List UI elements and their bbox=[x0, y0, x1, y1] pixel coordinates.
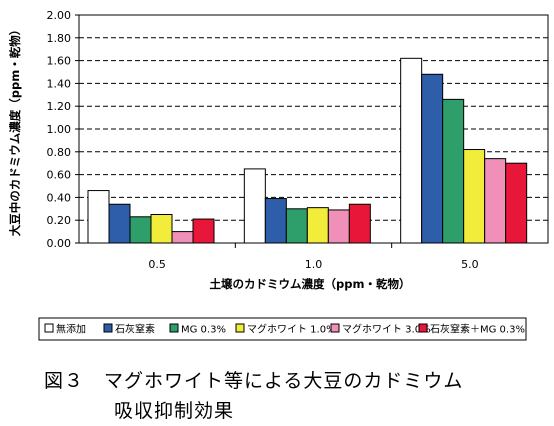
bar bbox=[129, 216, 152, 244]
y-tick-label: 1.80 bbox=[47, 32, 72, 45]
bar bbox=[463, 149, 486, 244]
figure-caption: 図３ マグホワイト等による大豆のカドミウム 吸収抑制効果 bbox=[44, 366, 544, 426]
bar-chart: 0.00 0.20 0.40 0.60 0.80 1.00 1.20 1.40 1.60 1.80… bbox=[8, 9, 549, 341]
axes bbox=[75, 14, 549, 248]
bar bbox=[171, 231, 194, 244]
bar bbox=[285, 208, 308, 244]
legend-swatch bbox=[330, 323, 340, 333]
y-tick-label: 0.40 bbox=[47, 191, 72, 204]
legend-box bbox=[38, 317, 527, 341]
bar bbox=[264, 198, 287, 244]
y-tick-label: 1.40 bbox=[47, 77, 72, 90]
bar bbox=[108, 203, 131, 244]
bar bbox=[442, 98, 465, 244]
caption-line-2: 吸収抑制効果 bbox=[114, 400, 235, 422]
y-tick-label: 0.60 bbox=[47, 169, 72, 182]
legend-label: マグホワイト 3.0% bbox=[342, 323, 431, 336]
legend: 無添加 石灰窒素 MG 0.3% マグホワイト 1.0% マグホワイト 3.0% 石灰窒素… bbox=[38, 317, 527, 341]
legend-label: 石灰窒素＋MG 0.3% bbox=[430, 323, 525, 336]
y-tick-label: 2.00 bbox=[47, 9, 72, 22]
x-tick-label: 1.0 bbox=[305, 258, 323, 271]
bars bbox=[87, 57, 528, 244]
legend-label: 石灰窒素 bbox=[115, 323, 155, 336]
y-axis-label: 大豆中のカドミウム濃度（ppm・乾物） bbox=[8, 24, 22, 236]
y-tick-label: 0.80 bbox=[47, 146, 72, 159]
bar bbox=[243, 168, 266, 244]
y-tick-label: 0.20 bbox=[47, 214, 72, 227]
legend-label: MG 0.3% bbox=[181, 325, 226, 336]
bar bbox=[505, 162, 528, 244]
legend-swatch bbox=[103, 323, 113, 333]
caption-line-1: 図３ マグホワイト等による大豆のカドミウム bbox=[44, 370, 464, 392]
y-tick-label: 1.00 bbox=[47, 123, 72, 136]
plot-frame bbox=[78, 14, 549, 244]
legend-swatch bbox=[169, 323, 179, 333]
bar bbox=[348, 203, 371, 244]
legend-label: 無添加 bbox=[56, 323, 86, 336]
bar bbox=[400, 57, 423, 244]
bar bbox=[306, 207, 329, 244]
legend-label: マグホワイト 1.0% bbox=[247, 323, 336, 336]
bar bbox=[192, 218, 215, 244]
y-tick-label: 0.00 bbox=[47, 237, 72, 250]
x-tick-labels: 0.5 1.0 5.0 bbox=[148, 258, 478, 271]
bar bbox=[327, 209, 350, 244]
bar bbox=[484, 158, 507, 244]
x-tick-label: 5.0 bbox=[461, 258, 479, 271]
y-tick-labels: 0.00 0.20 0.40 0.60 0.80 1.00 1.20 1.40 1.60 1.80… bbox=[47, 9, 72, 250]
bar bbox=[421, 73, 444, 244]
bar bbox=[87, 190, 110, 244]
legend-swatch bbox=[418, 323, 428, 333]
legend-swatch bbox=[44, 323, 54, 333]
y-tick-label: 1.20 bbox=[47, 100, 72, 113]
bar bbox=[150, 214, 173, 244]
x-tick-label: 0.5 bbox=[148, 258, 166, 271]
y-tick-label: 1.60 bbox=[47, 55, 72, 68]
x-axis-label: 土壌のカドミウム濃度（ppm・乾物） bbox=[210, 277, 411, 291]
legend-swatch bbox=[235, 323, 245, 333]
